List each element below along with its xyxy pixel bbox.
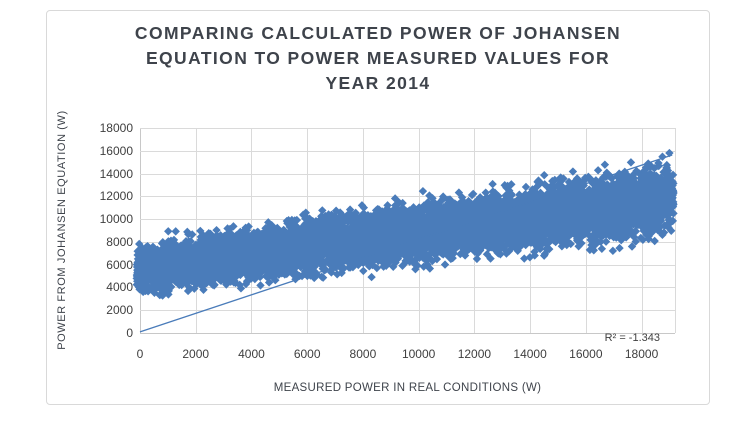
y-tick-label: 2000	[106, 303, 133, 318]
x-tick-label: 8000	[349, 347, 377, 361]
r-squared-annotation: R² = -1.343	[604, 332, 660, 344]
x-tick-label: 14000	[513, 347, 547, 361]
y-tick-label: 0	[126, 326, 133, 340]
x-axis-title: MEASURED POWER IN REAL CONDITIONS (W)	[273, 382, 542, 394]
chart-title-line-3: YEAR 2014	[325, 73, 431, 93]
x-tick-label: 16000	[569, 347, 603, 361]
x-tick-label: 4000	[238, 347, 265, 361]
y-tick-label: 6000	[106, 257, 133, 272]
chart-title-line-1: COMPARING CALCULATED POWER OF JOHANSEN	[134, 23, 622, 43]
y-tick-label: 4000	[106, 280, 133, 295]
y-tick-label: 18000	[99, 121, 133, 135]
x-tick-label: 2000	[182, 347, 210, 361]
chart-title-line-2: EQUATION TO POWER MEASURED VALUES FOR	[145, 48, 611, 68]
y-tick-label: 10000	[99, 212, 133, 227]
chart-title: COMPARING CALCULATED POWER OF JOHANSEN E…	[46, 21, 710, 96]
y-tick-label: 12000	[99, 189, 133, 204]
y-tick-label: 16000	[99, 143, 133, 158]
y-tick-label: 14000	[99, 166, 133, 181]
x-tick-label: 0	[136, 347, 144, 361]
x-tick-label: 12000	[457, 347, 492, 361]
x-tick-label: 18000	[624, 347, 659, 361]
x-tick-label: 10000	[401, 347, 436, 361]
x-tick-label: 6000	[293, 347, 321, 361]
y-tick-label: 8000	[106, 234, 133, 249]
plot-area	[126, 126, 688, 338]
